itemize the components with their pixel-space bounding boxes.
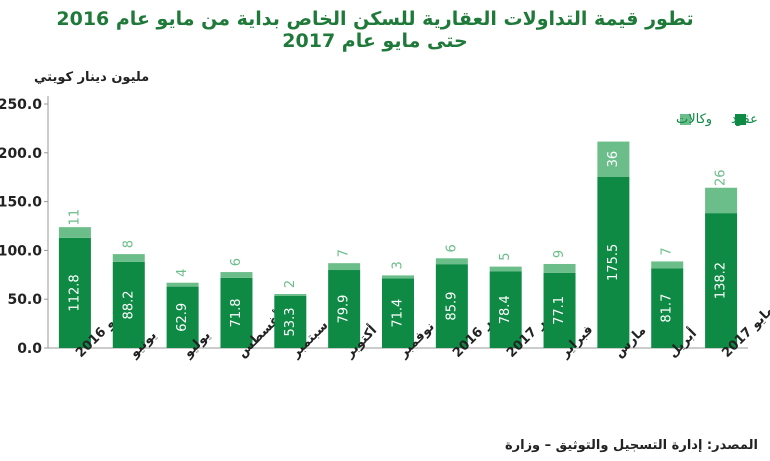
data-label-agencies: 7	[337, 249, 352, 257]
data-label-contracts: 53.3	[283, 308, 298, 337]
y-tick-label: 150.0	[0, 195, 42, 211]
bar-agencies	[328, 263, 361, 271]
bar-contracts	[543, 272, 576, 348]
y-tick-label: 0.0	[17, 341, 42, 357]
data-label-agencies: 4	[175, 269, 190, 277]
y-tick-label: 50.0	[7, 292, 42, 308]
data-label-contracts: 112.8	[67, 274, 82, 311]
data-label-agencies: 9	[552, 250, 567, 258]
bar-agencies	[543, 263, 576, 273]
legend-label: وكالات	[676, 112, 712, 127]
data-label-agencies: 11	[67, 209, 82, 226]
bar-contracts	[382, 278, 414, 348]
data-label-contracts: 77.1	[552, 296, 567, 325]
data-label-contracts: 62.9	[175, 303, 190, 332]
bar-contracts	[651, 268, 684, 348]
data-label-contracts: 175.5	[606, 244, 621, 281]
legend-swatch	[680, 114, 691, 125]
bar-contracts	[58, 237, 91, 348]
bar-agencies	[220, 272, 253, 278]
bar-agencies	[597, 141, 630, 177]
bar-contracts	[112, 261, 145, 348]
bar-contracts	[705, 213, 738, 348]
data-label-agencies: 3	[391, 261, 406, 269]
data-label-contracts: 81.7	[660, 294, 675, 323]
y-tick-label: 250.0	[0, 97, 42, 113]
data-label-agencies: 6	[229, 258, 244, 266]
data-label-contracts: 138.2	[714, 262, 729, 299]
data-label-agencies: 6	[444, 244, 459, 252]
data-label-agencies: 36	[606, 151, 621, 168]
bar-agencies	[705, 187, 738, 214]
bar-contracts	[166, 286, 199, 348]
bar-agencies	[58, 227, 91, 238]
data-label-agencies: 7	[660, 247, 675, 255]
bar-contracts	[328, 270, 361, 348]
data-label-agencies: 8	[121, 240, 136, 248]
bar-agencies	[651, 261, 684, 269]
y-axis-unit-label: مليون دينار كويتي	[34, 70, 150, 85]
bar-agencies	[382, 275, 414, 279]
bar-agencies	[274, 294, 307, 296]
data-label-contracts: 78.4	[498, 295, 513, 324]
bar-agencies	[166, 282, 199, 287]
y-tick-label: 100.0	[0, 243, 42, 259]
data-label-agencies: 5	[498, 252, 513, 260]
data-label-contracts: 88.2	[121, 290, 136, 319]
data-label-contracts: 71.8	[229, 298, 244, 327]
legend-swatch	[735, 114, 746, 125]
source-note: المصدر: إدارة التسجيل والتوثيق – وزارة	[504, 438, 758, 453]
legend-label: عقود	[731, 112, 758, 127]
bar-agencies	[489, 266, 522, 272]
data-label-contracts: 85.9	[444, 292, 459, 321]
bar-contracts	[597, 176, 630, 348]
chart-title: تطور قيمة التداولات العقارية للسكن الخاص…	[56, 8, 694, 52]
bar-contracts	[220, 277, 253, 348]
y-tick-label: 200.0	[0, 146, 42, 162]
bar-agencies	[435, 258, 468, 265]
data-label-contracts: 79.9	[337, 295, 352, 324]
bar-contracts	[489, 271, 522, 348]
bar-contracts	[274, 295, 307, 348]
data-label-agencies: 2	[283, 280, 298, 288]
data-label-agencies: 26	[714, 169, 729, 186]
bar-contracts	[435, 264, 468, 348]
data-label-contracts: 71.4	[391, 299, 406, 328]
bar-agencies	[112, 254, 145, 262]
